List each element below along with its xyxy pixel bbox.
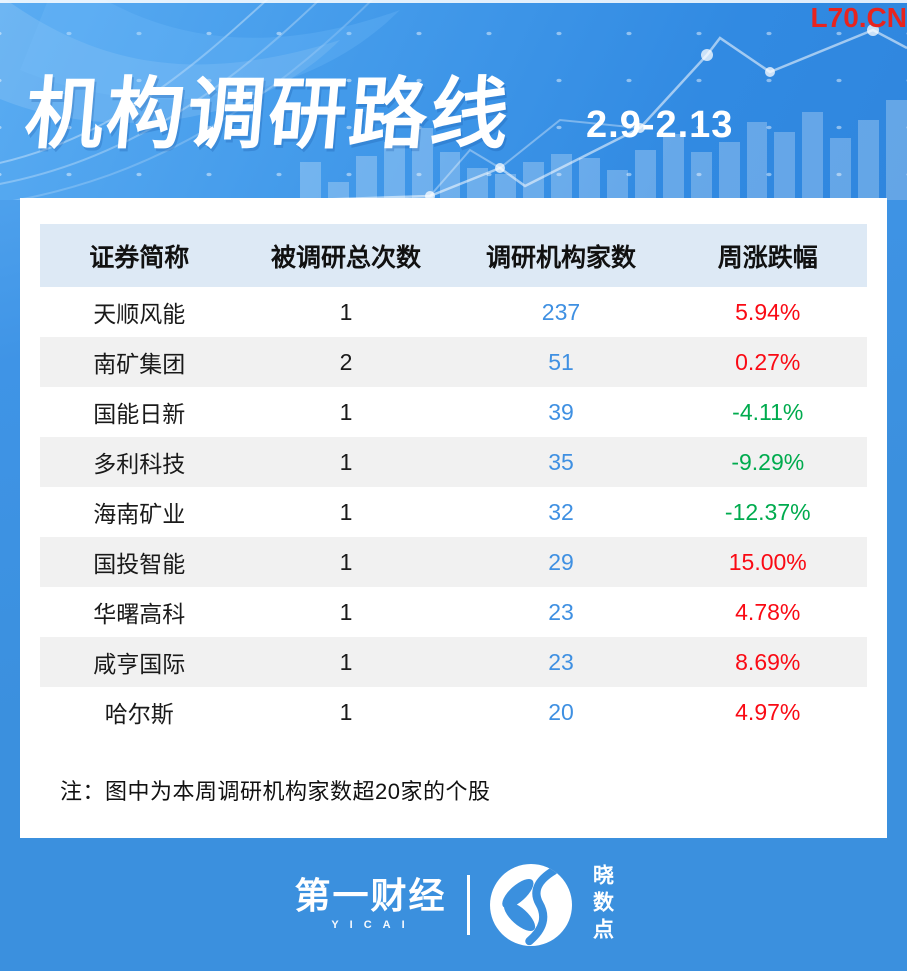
decorative-bar	[634, 150, 656, 200]
weekly-change-cell: 5.94%	[735, 298, 801, 325]
table-header-row: 证券简称 被调研总次数 调研机构家数 周涨跌幅	[40, 224, 867, 287]
weekly-change-cell: -9.29%	[731, 448, 805, 475]
decorative-bar	[300, 162, 321, 200]
decorative-bar	[718, 142, 740, 200]
institution-count-cell: 32	[548, 498, 574, 525]
research-times-cell: 1	[339, 298, 353, 325]
stock-name-cell: 咸亨国际	[93, 651, 186, 677]
header-banner: 机构调研路线 2.9-2.13 L70.CN	[0, 0, 907, 200]
table-row: 国能日新 1 39 -4.11%	[40, 387, 867, 437]
decorative-bar	[579, 158, 600, 200]
stock-name-cell: 哈尔斯	[104, 701, 174, 727]
yicai-logo: 第一财经 YICAI	[294, 875, 447, 932]
institution-count-cell: 29	[548, 548, 574, 575]
institution-count-cell: 237	[541, 298, 581, 325]
top-border-line	[0, 0, 907, 3]
institution-count-cell: 39	[548, 398, 574, 425]
date-range-label: 2.9-2.13	[586, 104, 734, 146]
decorative-bar	[774, 132, 796, 200]
trend-line-decoration-icon	[309, 24, 907, 200]
stock-name-cell: 海南矿业	[93, 501, 186, 527]
decorative-bar	[746, 122, 768, 200]
xiaoshudian-logo-text: 晓数点	[590, 864, 614, 945]
research-times-cell: 2	[339, 348, 353, 375]
decorative-bar	[327, 182, 349, 200]
weekly-change-cell: -4.11%	[732, 398, 804, 425]
footnote: 注：图中为本周调研机构家数超20家的个股	[60, 779, 491, 804]
research-times-cell: 1	[339, 548, 353, 575]
decorative-bar	[802, 112, 824, 200]
bar-chart-decoration	[300, 50, 907, 200]
table-body: 天顺风能 1 237 5.94% 南矿集团 2 51 0.27% 国能日新 1 …	[40, 287, 867, 737]
table-row: 咸亨国际 1 23 8.69%	[40, 637, 867, 687]
stock-name-cell: 国投智能	[93, 551, 186, 577]
footer-brand-bar: 第一财经 YICAI 晓数点	[0, 838, 907, 971]
yicai-logo-text: 第一财经	[294, 875, 447, 916]
col-header-research-times: 被调研总次数	[238, 224, 454, 287]
footer-divider	[466, 874, 470, 935]
table-row: 南矿集团 2 51 0.27%	[40, 337, 867, 387]
col-header-institution-count: 调研机构家数	[453, 224, 669, 287]
decorative-bar	[411, 128, 433, 200]
decorative-bar	[439, 152, 461, 200]
table-row: 华曙高科 1 23 4.78%	[40, 587, 867, 637]
table-row: 天顺风能 1 237 5.94%	[40, 287, 867, 337]
weekly-change-cell: 4.97%	[735, 698, 801, 725]
institution-count-cell: 51	[548, 348, 574, 375]
weekly-change-cell: -12.37%	[724, 498, 811, 525]
research-times-cell: 1	[339, 598, 353, 625]
stock-name-cell: 南矿集团	[93, 351, 186, 377]
table-row: 哈尔斯 1 20 4.97%	[40, 687, 867, 737]
decorative-bar	[383, 142, 405, 200]
research-times-cell: 1	[339, 498, 353, 525]
dot-grid-pattern	[0, 0, 907, 200]
research-times-cell: 1	[339, 448, 353, 475]
table-row: 国投智能 1 29 15.00%	[40, 537, 867, 587]
weekly-change-cell: 4.78%	[735, 598, 801, 625]
table-row: 多利科技 1 35 -9.29%	[40, 437, 867, 487]
decorative-bar	[690, 152, 712, 200]
page-title: 机构调研路线	[21, 70, 516, 158]
yicai-logo-subtext: YICAI	[331, 919, 416, 931]
decorative-bar	[886, 100, 907, 200]
col-header-weekly-change: 周涨跌幅	[668, 224, 867, 287]
weekly-change-cell: 0.27%	[735, 348, 801, 375]
stock-name-cell: 多利科技	[93, 451, 186, 477]
wave-decoration-icon	[0, 0, 400, 200]
col-header-stock-name: 证券简称	[40, 224, 239, 287]
research-times-cell: 1	[339, 698, 353, 725]
institution-count-cell: 23	[548, 598, 574, 625]
institution-count-cell: 20	[548, 698, 574, 725]
decorative-bar	[355, 156, 377, 200]
institution-count-cell: 23	[548, 648, 574, 675]
xiaoshudian-logo-icon	[489, 863, 572, 946]
stock-name-cell: 华曙高科	[93, 601, 186, 627]
table-row: 海南矿业 1 32 -12.37%	[40, 487, 867, 537]
decorative-bar	[858, 120, 880, 200]
decorative-bar	[495, 174, 517, 200]
research-times-cell: 1	[339, 398, 353, 425]
stock-name-cell: 国能日新	[93, 401, 186, 427]
institution-count-cell: 35	[548, 448, 574, 475]
weekly-change-cell: 8.69%	[735, 648, 801, 675]
decorative-bar	[606, 170, 628, 200]
research-times-cell: 1	[339, 648, 353, 675]
table-card: 证券简称 被调研总次数 调研机构家数 周涨跌幅 天顺风能 1 237 5.94%…	[20, 198, 887, 838]
decorative-bar	[662, 134, 684, 200]
watermark-text: L70.CN	[810, 2, 907, 33]
stock-name-cell: 天顺风能	[93, 301, 186, 327]
decorative-bar	[830, 138, 852, 200]
research-table: 证券简称 被调研总次数 调研机构家数 周涨跌幅 天顺风能 1 237 5.94%…	[40, 224, 867, 737]
weekly-change-cell: 15.00%	[728, 548, 807, 575]
